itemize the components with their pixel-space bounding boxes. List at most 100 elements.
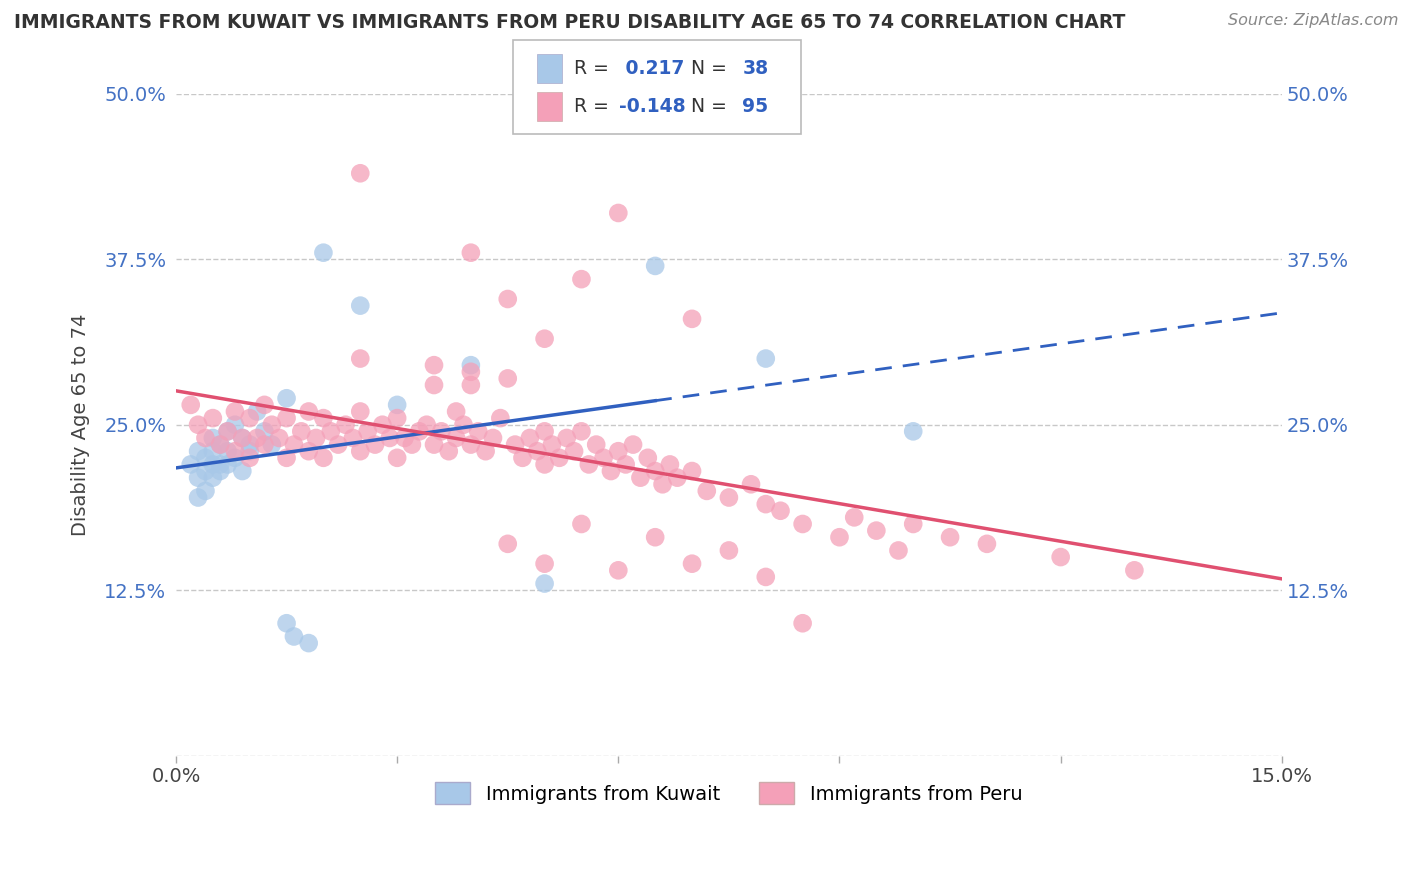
Point — [1049, 550, 1071, 565]
Point — [607, 444, 630, 458]
Point — [231, 431, 253, 445]
Point — [592, 450, 614, 465]
Point — [276, 391, 298, 405]
Point — [444, 431, 467, 445]
Point — [187, 417, 209, 432]
Point — [460, 378, 482, 392]
Point — [253, 425, 276, 439]
Point — [239, 450, 262, 465]
Point — [519, 431, 541, 445]
Point — [755, 351, 778, 366]
Point — [224, 450, 246, 465]
Point — [260, 437, 283, 451]
Point — [201, 411, 224, 425]
Point — [312, 411, 335, 425]
Point — [755, 570, 778, 584]
Point — [585, 437, 607, 451]
Point — [290, 425, 312, 439]
Text: -0.148: -0.148 — [619, 97, 685, 116]
Point — [187, 491, 209, 505]
Point — [755, 497, 778, 511]
Point — [630, 471, 652, 485]
Point — [533, 557, 555, 571]
Point — [217, 425, 239, 439]
Point — [717, 543, 740, 558]
Point — [194, 450, 217, 465]
Point — [681, 311, 703, 326]
Point — [319, 425, 342, 439]
Point — [349, 444, 371, 458]
Point — [578, 458, 600, 472]
Point — [201, 444, 224, 458]
Text: N =: N = — [679, 59, 733, 78]
Point — [571, 516, 593, 531]
Point — [201, 458, 224, 472]
Point — [740, 477, 762, 491]
Point — [253, 398, 276, 412]
Point — [637, 450, 659, 465]
Point — [349, 166, 371, 180]
Text: N =: N = — [679, 97, 733, 116]
Point — [512, 450, 534, 465]
Point — [385, 411, 408, 425]
Point — [298, 444, 321, 458]
Point — [844, 510, 866, 524]
Point — [187, 444, 209, 458]
Point — [607, 206, 630, 220]
Point — [644, 259, 666, 273]
Point — [533, 425, 555, 439]
Point — [224, 417, 246, 432]
Point — [489, 411, 512, 425]
Text: 95: 95 — [742, 97, 769, 116]
Point — [562, 444, 585, 458]
Point — [201, 471, 224, 485]
Point — [283, 630, 305, 644]
Point — [533, 458, 555, 472]
Text: 38: 38 — [742, 59, 769, 78]
Point — [939, 530, 962, 544]
Point — [496, 537, 519, 551]
Point — [437, 444, 460, 458]
Point — [496, 371, 519, 385]
Point — [217, 425, 239, 439]
Point — [658, 458, 681, 472]
Point — [607, 563, 630, 577]
Point — [444, 404, 467, 418]
Point — [828, 530, 851, 544]
Point — [460, 245, 482, 260]
Point — [792, 516, 814, 531]
Point — [378, 431, 401, 445]
Point — [349, 404, 371, 418]
Point — [467, 425, 489, 439]
Point — [328, 437, 350, 451]
Point — [394, 431, 416, 445]
Point — [503, 437, 526, 451]
Point — [312, 245, 335, 260]
Point — [260, 417, 283, 432]
Point — [696, 483, 718, 498]
Point — [474, 444, 496, 458]
Point — [187, 471, 209, 485]
Point — [312, 450, 335, 465]
Point — [423, 378, 446, 392]
Point — [681, 464, 703, 478]
Point — [482, 431, 505, 445]
Point — [194, 431, 217, 445]
Point — [298, 404, 321, 418]
Point — [408, 425, 430, 439]
Point — [460, 437, 482, 451]
Point — [717, 491, 740, 505]
Point — [614, 458, 637, 472]
Point — [276, 450, 298, 465]
Point — [349, 351, 371, 366]
Text: R =: R = — [574, 97, 614, 116]
Point — [769, 504, 792, 518]
Point — [555, 431, 578, 445]
Point — [231, 464, 253, 478]
Point — [217, 458, 239, 472]
Point — [903, 425, 925, 439]
Legend: Immigrants from Kuwait, Immigrants from Peru: Immigrants from Kuwait, Immigrants from … — [427, 774, 1031, 812]
Point — [194, 483, 217, 498]
Point — [526, 444, 548, 458]
Point — [209, 458, 232, 472]
